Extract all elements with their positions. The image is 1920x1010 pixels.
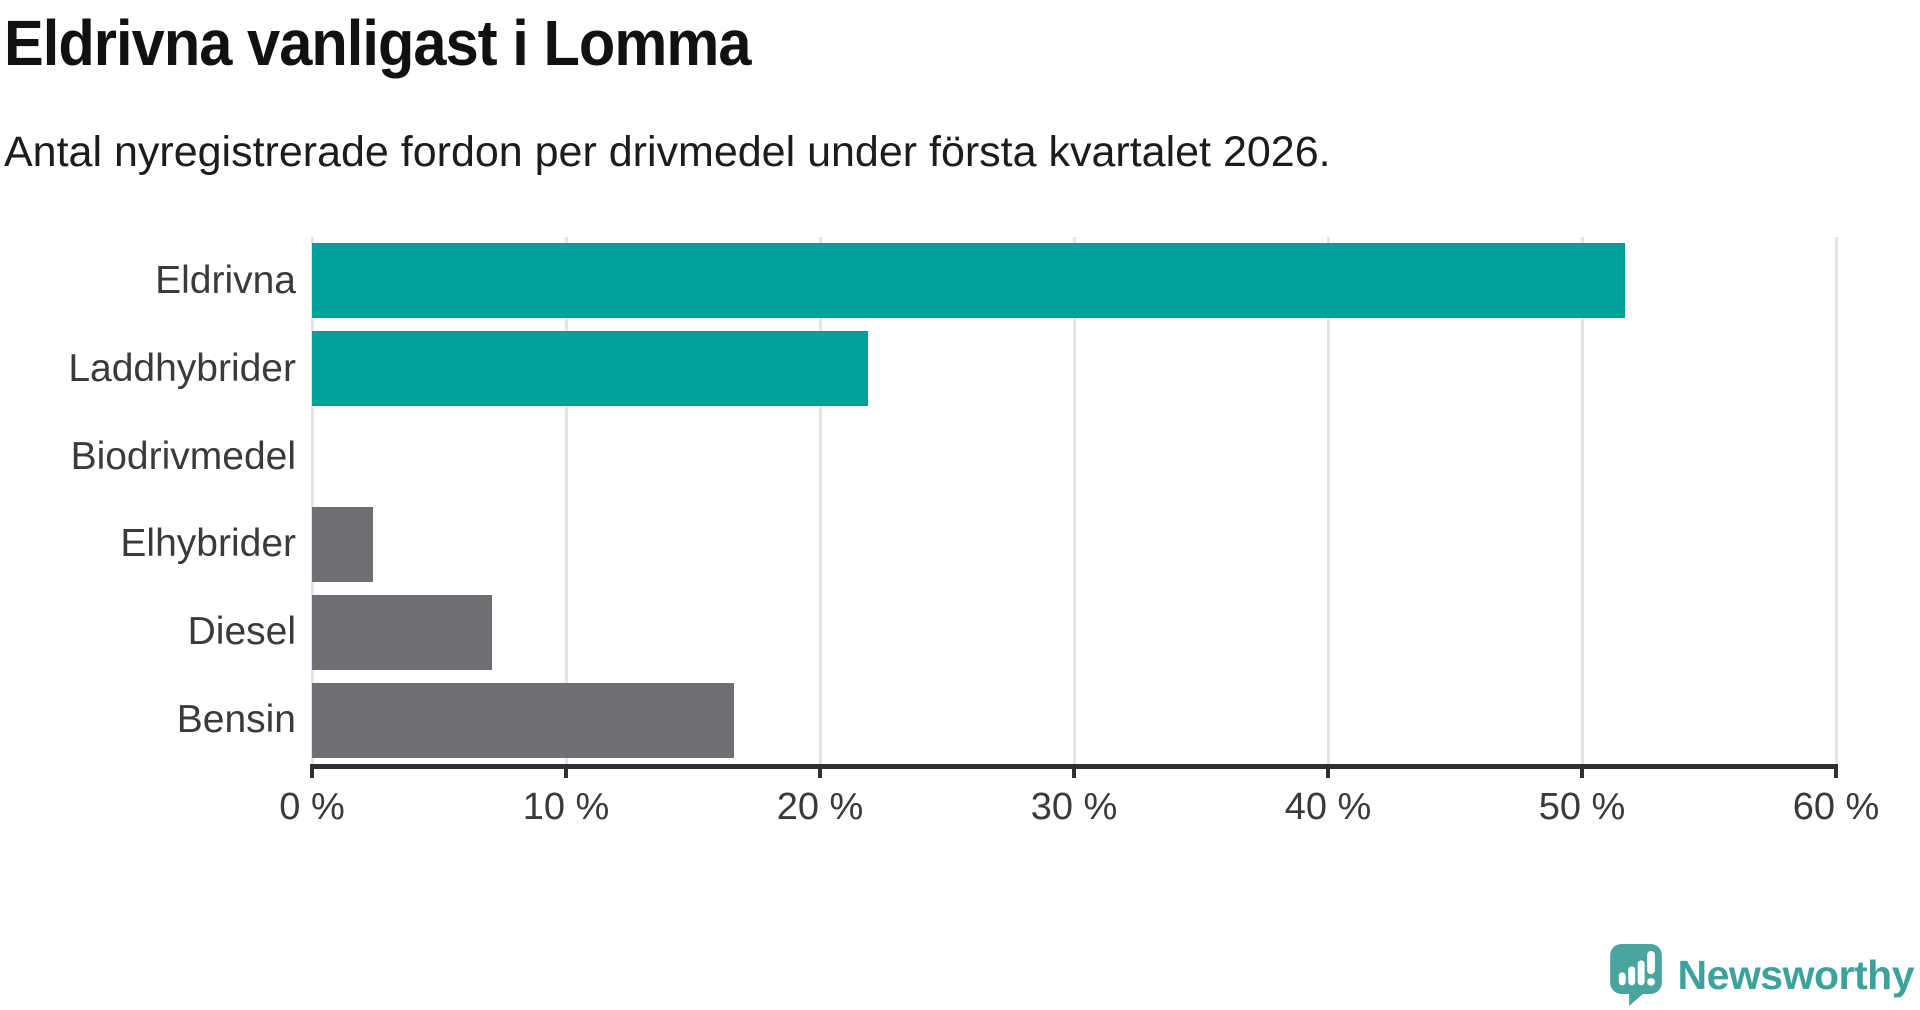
chart-subtitle: Antal nyregistrerade fordon per drivmede… — [4, 128, 1331, 176]
newsworthy-logo-icon — [1609, 944, 1662, 1006]
category-label-biodrivmedel: Biodrivmedel — [70, 434, 296, 478]
gridline — [311, 237, 314, 764]
bar-row — [312, 325, 1836, 413]
bar-row — [312, 588, 1836, 676]
bar-laddhybrider — [312, 331, 869, 407]
x-axis-tick-mark — [818, 764, 822, 778]
x-axis-tick-mark — [1072, 764, 1076, 778]
x-axis-tick-mark — [310, 764, 314, 778]
category-label-eldrivna: Eldrivna — [155, 258, 296, 302]
bar-row — [312, 237, 1836, 325]
x-axis-tick-label: 30 % — [1030, 786, 1118, 828]
bar-eldrivna — [312, 243, 1626, 319]
category-label-elhybrider: Elhybrider — [120, 522, 296, 566]
x-axis-tick-label: 10 % — [522, 786, 610, 828]
gridline — [819, 237, 822, 764]
chart-title: Eldrivna vanligast i Lomma — [4, 7, 751, 79]
bar-row — [312, 413, 1836, 501]
x-axis-tick-labels: 0 % 10 % 20 % 30 % 40 % 50 % 60 % — [279, 764, 1879, 828]
bar-row — [312, 676, 1836, 764]
bar-bensin — [312, 682, 734, 758]
bar-row — [312, 500, 1836, 588]
gridline — [1835, 237, 1838, 764]
x-axis-tick-label: 40 % — [1284, 786, 1372, 828]
bars — [312, 237, 1836, 764]
x-axis-tick-mark — [1326, 764, 1330, 778]
x-axis-tick-mark — [564, 764, 568, 778]
category-label-diesel: Diesel — [187, 610, 296, 654]
newsworthy-logo: Newsworthy — [1609, 944, 1915, 1006]
x-axis-tick-label: 60 % — [1792, 786, 1880, 828]
newsworthy-logo-text: Newsworthy — [1677, 951, 1915, 998]
bar-elhybrider — [312, 506, 373, 582]
x-axis-tick-label: 0 % — [279, 786, 345, 828]
gridline — [1327, 237, 1330, 764]
gridline — [1581, 237, 1584, 764]
category-label-bensin: Bensin — [176, 698, 296, 742]
gridlines — [311, 237, 1838, 764]
y-axis-labels: Eldrivna Laddhybrider Biodrivmedel Elhybrid… — [0, 237, 296, 764]
gridline — [565, 237, 568, 764]
gridline — [1073, 237, 1076, 764]
bar-diesel — [312, 594, 493, 670]
x-axis-tick-mark — [1834, 764, 1838, 778]
x-axis-tick-label: 50 % — [1538, 786, 1626, 828]
x-axis-ticks — [310, 764, 1838, 778]
x-axis-tick-mark — [1580, 764, 1584, 778]
x-axis-tick-label: 20 % — [776, 786, 864, 828]
plot-area: 0 % 10 % 20 % 30 % 40 % 50 % 60 % — [279, 237, 1879, 828]
category-label-laddhybrider: Laddhybrider — [68, 346, 296, 390]
